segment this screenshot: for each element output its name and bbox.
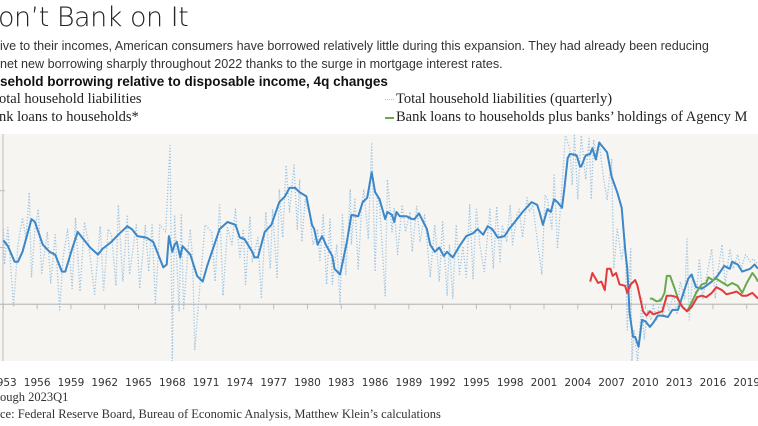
legend-item-quarterly: Total household liabilities (quarterly) [385, 91, 612, 108]
legend-label: Bank loans to households plus banks’ hol… [396, 109, 748, 125]
series-bank-loans-line [589, 267, 758, 317]
green-line-marker-icon [385, 116, 394, 119]
legend-label: nk loans to households* [0, 109, 139, 125]
x-tick-label: 1953 [0, 377, 17, 389]
x-tick-label: 1995 [463, 377, 490, 389]
x-tick-label: 2013 [666, 377, 693, 389]
footnote: ough 2023Q1 [0, 390, 69, 404]
legend-item-bank-loans: nk loans to households* [0, 109, 139, 126]
x-tick-label: 2010 [632, 377, 659, 389]
x-tick-label: 2004 [564, 377, 591, 389]
x-tick-label: 1977 [260, 377, 287, 389]
x-tick-label: 1965 [125, 377, 152, 389]
plot-area [0, 134, 758, 361]
legend-label: otal household liabilities [0, 91, 142, 107]
legend-item-bank-plus-agency: Bank loans to households plus banks’ hol… [385, 109, 747, 126]
x-tick-label: 2001 [531, 377, 558, 389]
x-tick-label: 2016 [700, 377, 727, 389]
series-total-liabilities-line [2, 141, 758, 348]
dotted-line-marker-icon [385, 99, 394, 101]
x-tick-label: 1986 [362, 377, 389, 389]
source-note: ce: Federal Reserve Board, Bureau of Eco… [0, 407, 441, 421]
legend-item-total-liabilities: otal household liabilities [0, 91, 142, 108]
x-tick-label: 2019 [733, 377, 758, 389]
x-tick-label: 1992 [429, 377, 456, 389]
x-tick-label: 1998 [497, 377, 524, 389]
x-tick-label: 1971 [193, 377, 220, 389]
legend-label: Total household liabilities (quarterly) [396, 91, 613, 107]
subtitle-line-2: net new borrowing sharply throughout 202… [0, 57, 503, 71]
subtitle-line-1: ive to their incomes, American consumers… [0, 39, 709, 53]
x-tick-label: 1980 [294, 377, 321, 389]
page-title: on’t Bank on It [0, 2, 189, 33]
x-tick-label: 2007 [598, 377, 625, 389]
x-tick-label: 1968 [159, 377, 186, 389]
x-tick-label: 1983 [328, 377, 355, 389]
x-tick-label: 1956 [24, 377, 51, 389]
x-tick-label: 1959 [58, 377, 85, 389]
chart-title: sehold borrowing relative to disposable … [0, 74, 388, 89]
x-tick-label: 1974 [227, 377, 254, 389]
x-tick-label: 1989 [395, 377, 422, 389]
x-tick-label: 1962 [91, 377, 118, 389]
series-bank-plus-agency-line [649, 272, 758, 313]
